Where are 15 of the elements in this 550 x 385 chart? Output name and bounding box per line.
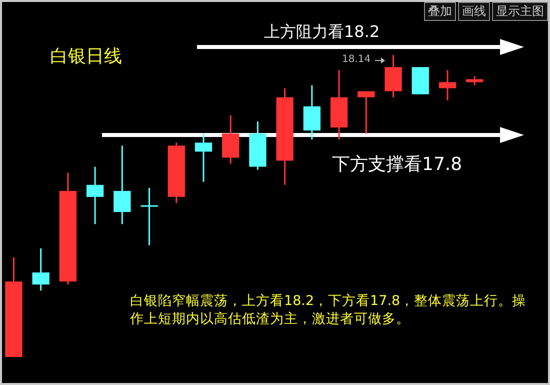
annotation: 白银陷窄幅震荡，上方看18.2，下方看17.8，整体震荡上行。操作上短期内以高估低渣为主，激进者可做多。 (130, 292, 528, 328)
candlestick (32, 248, 50, 292)
text: 画线 (458, 2, 490, 21)
chart-title: 白银日线 (50, 45, 122, 68)
candlestick (194, 132, 212, 183)
candlestick (358, 90, 375, 134)
text: 叠加 (424, 2, 456, 21)
candlestick (114, 144, 131, 225)
text: 上方阻力看18.2 (264, 22, 380, 43)
annotation: 下方支撑看17.8 (332, 153, 462, 176)
annotation: 18.14 (342, 54, 371, 65)
text: 显示主图 (492, 2, 548, 21)
candlestick (438, 69, 456, 102)
candlestick (466, 75, 484, 86)
candlestick (86, 166, 104, 225)
